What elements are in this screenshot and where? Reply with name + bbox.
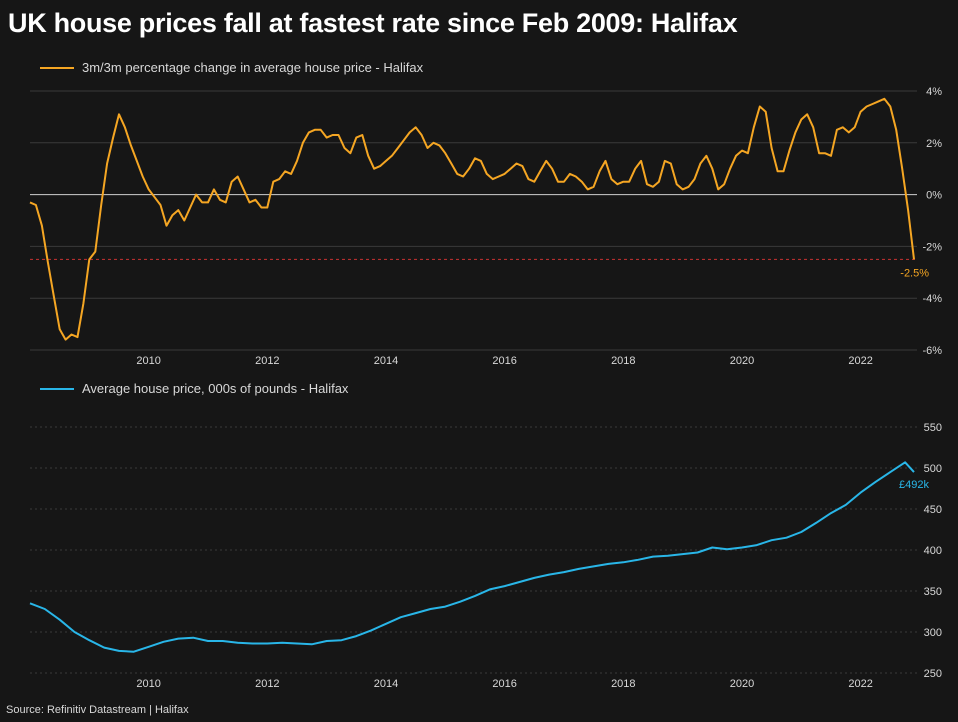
y-tick-label: -4% bbox=[922, 293, 942, 305]
x-tick-label: 2018 bbox=[611, 678, 635, 690]
series-line-price bbox=[29, 461, 915, 653]
y-tick-label: 250 bbox=[924, 668, 942, 680]
x-tick-label: 2022 bbox=[848, 355, 872, 367]
y-tick-label: 550 bbox=[924, 422, 942, 434]
y-tick-label: -2% bbox=[922, 241, 942, 253]
y-tick-label: 4% bbox=[926, 86, 942, 98]
y-tick-label: 2% bbox=[926, 138, 942, 150]
pct-change-panel: 3m/3m percentage change in average house… bbox=[29, 60, 942, 367]
y-tick-label: 350 bbox=[924, 586, 942, 598]
x-tick-label: 2016 bbox=[492, 678, 516, 690]
y-tick-label: -6% bbox=[922, 345, 942, 357]
y-tick-label: 500 bbox=[924, 463, 942, 475]
house-price-panel: Average house price, 000s of pounds - Ha… bbox=[29, 381, 942, 690]
x-tick-label: 2016 bbox=[492, 355, 516, 367]
x-tick-label: 2010 bbox=[136, 355, 160, 367]
chart-title: UK house prices fall at fastest rate sin… bbox=[8, 8, 738, 38]
legend-pct: 3m/3m percentage change in average house… bbox=[40, 60, 424, 75]
end-value-label: -2.5% bbox=[900, 267, 929, 279]
legend-label-pct: 3m/3m percentage change in average house… bbox=[82, 60, 424, 75]
source-note: Source: Refinitiv Datastream | Halifax bbox=[6, 704, 189, 716]
series-line-pct bbox=[29, 97, 915, 341]
x-tick-label: 2018 bbox=[611, 355, 635, 367]
y-tick-label: 450 bbox=[924, 504, 942, 516]
y-tick-label: 0% bbox=[926, 190, 942, 202]
legend-price: Average house price, 000s of pounds - Ha… bbox=[40, 381, 349, 396]
legend-label-price: Average house price, 000s of pounds - Ha… bbox=[82, 381, 349, 396]
x-tick-label: 2010 bbox=[136, 678, 160, 690]
x-tick-label: 2012 bbox=[255, 678, 279, 690]
x-tick-label: 2020 bbox=[730, 678, 754, 690]
x-tick-label: 2022 bbox=[848, 678, 872, 690]
end-value-label: £492k bbox=[899, 479, 929, 491]
x-tick-label: 2020 bbox=[730, 355, 754, 367]
y-tick-label: 300 bbox=[924, 627, 942, 639]
x-tick-label: 2014 bbox=[374, 678, 398, 690]
y-tick-label: 400 bbox=[924, 545, 942, 557]
x-tick-label: 2012 bbox=[255, 355, 279, 367]
x-tick-label: 2014 bbox=[374, 355, 398, 367]
